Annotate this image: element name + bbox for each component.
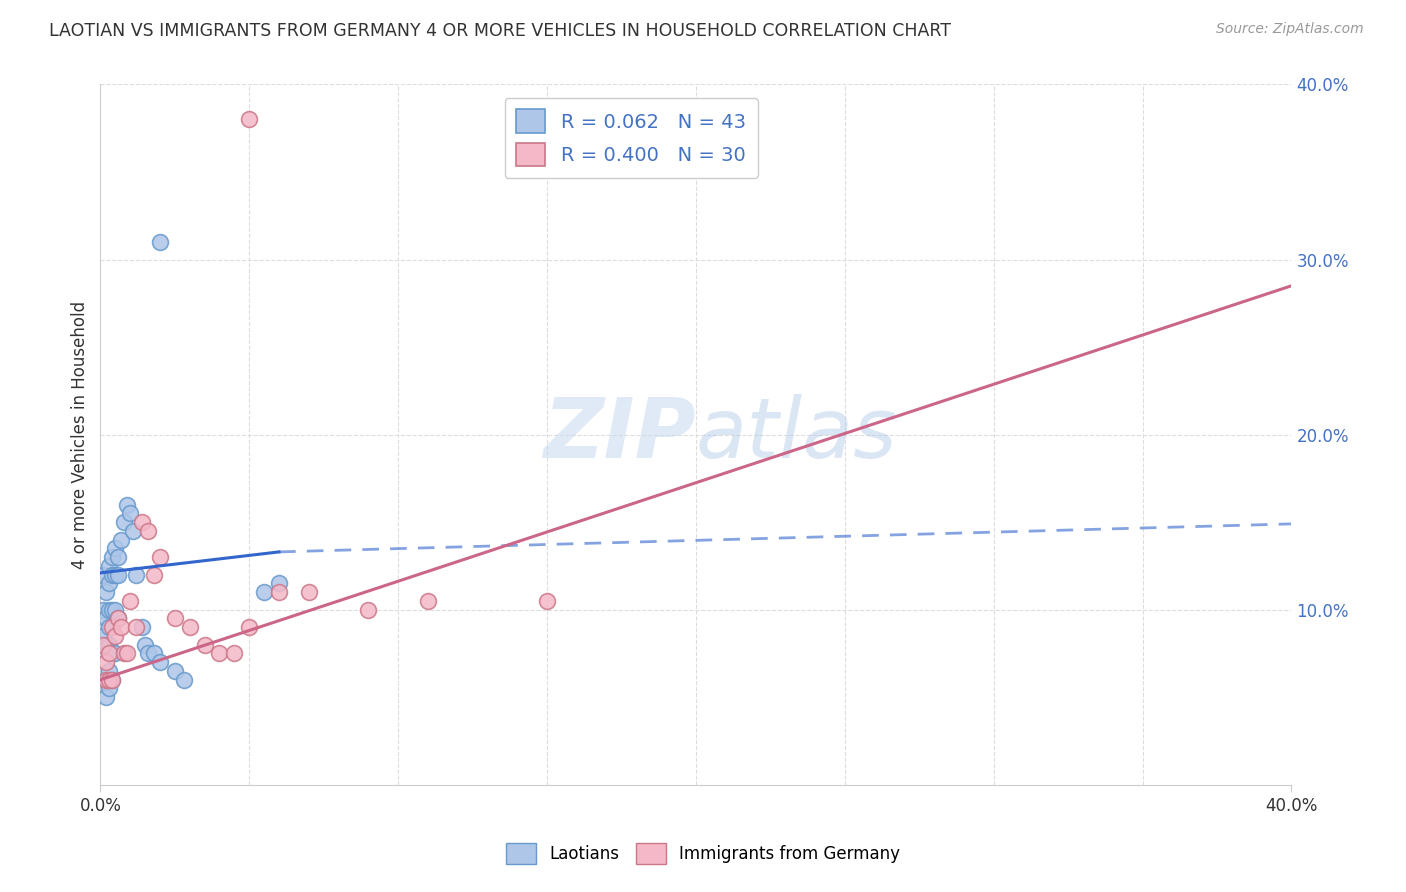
Point: [134, 638, 156, 652]
Text: atlas: atlas: [696, 394, 897, 475]
Point: [98, 638, 121, 652]
Point: [163, 664, 186, 678]
Point: [142, 647, 165, 661]
Point: [96, 690, 118, 705]
Point: [267, 576, 290, 591]
Point: [149, 550, 172, 565]
Point: [163, 611, 186, 625]
Point: [208, 647, 231, 661]
Point: [107, 611, 129, 625]
Point: [125, 620, 148, 634]
Point: [98, 558, 121, 573]
Y-axis label: 4 or more Vehicles in Household: 4 or more Vehicles in Household: [72, 301, 89, 569]
Point: [104, 567, 127, 582]
Point: [98, 664, 121, 678]
Point: [120, 594, 142, 608]
Legend: R = 0.062   N = 43, R = 0.400   N = 30: R = 0.062 N = 43, R = 0.400 N = 30: [505, 97, 758, 178]
Point: [96, 611, 118, 625]
Point: [96, 673, 118, 687]
Point: [125, 567, 148, 582]
Point: [110, 620, 132, 634]
Point: [115, 647, 138, 661]
Point: [110, 533, 132, 547]
Point: [416, 594, 439, 608]
Point: [267, 585, 290, 599]
Point: [101, 620, 124, 634]
Point: [101, 602, 124, 616]
Point: [120, 507, 142, 521]
Point: [101, 673, 124, 687]
Point: [104, 647, 127, 661]
Point: [149, 235, 172, 249]
Point: [194, 638, 217, 652]
Point: [98, 647, 121, 661]
Point: [101, 567, 124, 582]
Point: [91, 602, 114, 616]
Point: [149, 655, 172, 669]
Point: [101, 550, 124, 565]
Point: [98, 620, 121, 634]
Point: [101, 647, 124, 661]
Point: [98, 602, 121, 616]
Point: [224, 647, 246, 661]
Point: [173, 673, 195, 687]
Text: LAOTIAN VS IMMIGRANTS FROM GERMANY 4 OR MORE VEHICLES IN HOUSEHOLD CORRELATION C: LAOTIAN VS IMMIGRANTS FROM GERMANY 4 OR …: [49, 22, 952, 40]
Point: [136, 524, 159, 538]
Point: [98, 576, 121, 591]
Point: [131, 515, 153, 529]
Point: [179, 620, 201, 634]
Point: [122, 524, 145, 538]
Point: [91, 629, 114, 643]
Point: [112, 647, 135, 661]
Point: [96, 638, 118, 652]
Point: [98, 681, 121, 696]
Point: [107, 567, 129, 582]
Point: [115, 498, 138, 512]
Point: [104, 629, 127, 643]
Point: [96, 673, 118, 687]
Point: [112, 515, 135, 529]
Text: Source: ZipAtlas.com: Source: ZipAtlas.com: [1216, 22, 1364, 37]
Point: [136, 647, 159, 661]
Point: [98, 673, 121, 687]
Legend: Laotians, Immigrants from Germany: Laotians, Immigrants from Germany: [499, 837, 907, 871]
Point: [142, 567, 165, 582]
Point: [238, 620, 260, 634]
Point: [91, 567, 114, 582]
Point: [107, 550, 129, 565]
Point: [107, 611, 129, 625]
Point: [104, 602, 127, 616]
Point: [357, 602, 380, 616]
Point: [91, 638, 114, 652]
Point: [238, 112, 260, 127]
Point: [104, 541, 127, 556]
Point: [96, 655, 118, 669]
Point: [101, 673, 124, 687]
Point: [298, 585, 321, 599]
Point: [536, 594, 558, 608]
Point: [96, 585, 118, 599]
Point: [131, 620, 153, 634]
Point: [253, 585, 276, 599]
Text: ZIP: ZIP: [543, 394, 696, 475]
